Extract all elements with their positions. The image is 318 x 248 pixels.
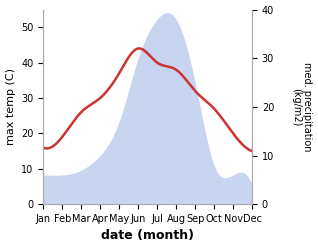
Y-axis label: max temp (C): max temp (C) (5, 68, 16, 145)
Y-axis label: med. precipitation
(kg/m2): med. precipitation (kg/m2) (291, 62, 313, 152)
X-axis label: date (month): date (month) (101, 229, 194, 243)
